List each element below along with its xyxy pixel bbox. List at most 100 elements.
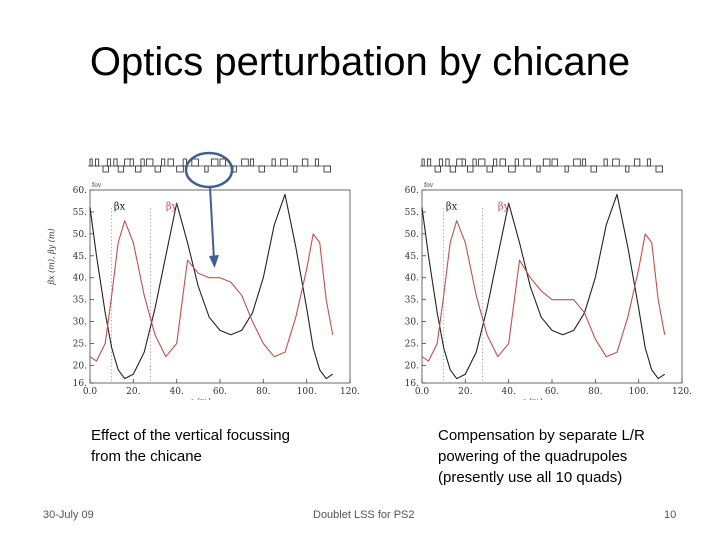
lattice-magnet <box>258 165 265 173</box>
lattice-magnet <box>514 158 519 167</box>
footer-title: Doublet LSS for PS2 <box>313 509 415 521</box>
caption-right-line: (presently use all 10 quads) <box>438 469 623 486</box>
y-tick-label: 45. <box>73 252 87 262</box>
lattice-magnet <box>129 158 134 167</box>
y-tick-label: 50. <box>73 230 87 240</box>
lattice-magnet <box>467 165 474 173</box>
lattice-magnet <box>421 158 425 167</box>
lattice-magnet <box>573 158 581 167</box>
lattice-magnet <box>472 158 477 167</box>
lattice-magnet <box>232 165 237 173</box>
lattice-magnet <box>140 158 145 167</box>
lattice-magnet <box>536 165 541 173</box>
x-tick-label: 120. <box>672 387 692 397</box>
lattice-magnet <box>89 158 93 167</box>
arrow-head-icon <box>209 255 219 268</box>
y-tick-label: 20. <box>405 361 419 371</box>
lattice-magnet <box>314 158 320 167</box>
unit-label: fov <box>92 182 102 189</box>
y-tick-label: 25. <box>73 340 87 350</box>
lattice-magnet <box>542 158 551 167</box>
lattice-magnet <box>102 165 109 173</box>
x-tick-label: 120. <box>340 387 360 397</box>
lattice-magnet <box>154 165 161 173</box>
lattice-magnet <box>135 165 142 173</box>
x-tick-label: 80. <box>256 387 270 397</box>
series-line-beta-x <box>89 193 334 380</box>
lattice-magnet <box>655 165 663 173</box>
caption-right: Compensation by separate L/R powering of… <box>438 425 698 488</box>
caption-left: Effect of the vertical focussing from th… <box>91 425 331 467</box>
lattice-magnet <box>191 158 199 167</box>
highlight-circle <box>184 151 234 189</box>
caption-left-line: Effect of the vertical focussing <box>91 427 290 444</box>
x-tick-label: 20. <box>126 387 140 397</box>
lattice-magnet <box>449 165 457 173</box>
lattice-magnet <box>486 165 493 173</box>
x-tick-label: 40. <box>170 387 184 397</box>
lattice-magnet <box>182 158 187 167</box>
slide-title: Optics perturbation by chicane <box>89 40 631 84</box>
lattice-magnet <box>434 165 441 173</box>
lattice-magnet <box>117 165 125 173</box>
lattice-magnet <box>271 158 276 167</box>
y-tick-label: 40. <box>73 274 87 284</box>
y-tick-label: 40. <box>405 274 419 284</box>
y-tick-label: 60. <box>73 186 87 196</box>
x-axis-label: s (m) <box>190 397 210 400</box>
arrow-down-icon <box>209 186 215 261</box>
y-tick-label: 30. <box>73 318 87 328</box>
page-number: 10 <box>664 509 677 521</box>
lattice-magnet <box>646 158 652 167</box>
lattice-magnet <box>625 165 630 173</box>
x-tick-label: 40. <box>502 387 516 397</box>
y-tick-label: 50. <box>405 230 419 240</box>
plot-frame <box>421 189 683 384</box>
lattice-magnet <box>280 158 288 167</box>
lattice-magnet <box>477 158 486 167</box>
x-tick-label: 0.0 <box>83 387 98 397</box>
lattice-magnet <box>113 158 118 167</box>
unit-label: fov <box>424 182 434 189</box>
lattice-magnet <box>438 158 444 167</box>
lattice-magnet <box>241 158 249 167</box>
lattice-magnet <box>590 165 597 173</box>
lattice-magnet <box>176 165 184 173</box>
lattice-magnet <box>508 165 516 173</box>
series-line-beta-y <box>421 220 666 362</box>
lattice-magnet <box>204 165 209 173</box>
lattice-magnet <box>581 158 587 167</box>
x-tick-label: 80. <box>588 387 602 397</box>
y-tick-label: 35. <box>405 296 419 306</box>
lattice-magnet <box>106 158 112 167</box>
lattice-magnet <box>427 158 432 167</box>
lattice-magnet <box>499 158 506 167</box>
lattice-magnet <box>445 158 450 167</box>
x-tick-label: 100. <box>297 387 317 397</box>
y-tick-label: 55. <box>73 208 87 218</box>
lattice-magnet <box>301 158 309 167</box>
lattice-magnet <box>167 158 174 167</box>
lattice-magnet <box>612 158 620 167</box>
y-axis-label: βx (m), βy (m) <box>47 228 56 285</box>
x-tick-label: 20. <box>458 387 472 397</box>
series-line-beta-x <box>421 193 666 380</box>
y-tick-label: 16. <box>73 379 87 389</box>
y-tick-label: 16. <box>405 379 419 389</box>
lattice-magnet <box>461 158 466 167</box>
footer-date: 30-July 09 <box>43 509 94 521</box>
y-tick-label: 35. <box>73 296 87 306</box>
beta-plot-chicane: 16. 20. 25. 30. 35. 40. 45. 50. 55. 60. 0.0 20. 40. 6… <box>47 151 360 400</box>
lattice-magnet <box>323 165 331 173</box>
lattice-magnet <box>219 158 226 167</box>
y-tick-label: 55. <box>405 208 419 218</box>
lattice-magnet <box>523 158 531 167</box>
lattice-magnet <box>293 165 298 173</box>
x-axis-label: s (m) <box>522 397 542 400</box>
y-tick-label: 60. <box>405 186 419 196</box>
lattice-magnet <box>603 158 608 167</box>
lattice-magnet <box>551 158 558 167</box>
y-tick-label: 45. <box>405 252 419 262</box>
caption-right-line: Compensation by separate L/R <box>438 427 645 444</box>
lattice-magnet <box>249 158 255 167</box>
